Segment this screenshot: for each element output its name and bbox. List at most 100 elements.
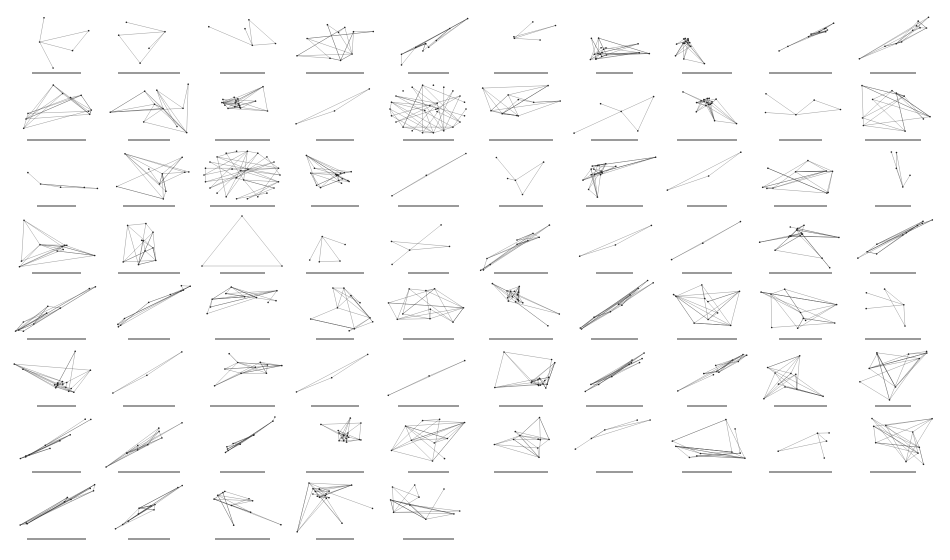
network-node	[699, 452, 702, 455]
network-node	[230, 504, 233, 506]
network-edge	[338, 417, 351, 434]
network-node	[312, 487, 314, 489]
network-edge	[45, 434, 71, 446]
network-node	[343, 171, 346, 174]
network-node	[391, 485, 394, 488]
network-node	[209, 161, 211, 163]
network-node	[275, 299, 277, 302]
network-edge	[875, 442, 919, 454]
network-edge	[39, 244, 67, 245]
network-node	[158, 183, 161, 185]
network-edge	[23, 219, 65, 245]
network-edge	[123, 247, 154, 262]
network-edge	[231, 286, 277, 301]
network-node	[489, 263, 491, 265]
caption-text-mark	[773, 404, 827, 407]
network-edge	[869, 357, 920, 369]
network-node	[267, 301, 269, 304]
network-node	[277, 167, 280, 169]
network-edge	[667, 175, 709, 191]
network-panel	[475, 14, 567, 82]
network-edge	[876, 224, 918, 254]
network-edge	[826, 171, 833, 194]
network-node	[136, 449, 139, 451]
network-edge	[243, 179, 275, 189]
network-edge	[790, 355, 800, 373]
network-edge	[696, 101, 708, 112]
network-node	[649, 419, 651, 421]
network-node	[431, 460, 434, 462]
network-node	[486, 257, 488, 259]
network-edge	[579, 244, 616, 256]
network-node	[903, 304, 905, 306]
network-graph	[574, 419, 651, 450]
network-edge	[594, 174, 598, 198]
network-edge	[138, 223, 147, 265]
network-node	[703, 62, 706, 65]
caption-text-mark	[219, 72, 265, 74]
network-node	[389, 498, 392, 501]
network-node	[274, 416, 276, 418]
panel-caption-mark	[10, 204, 102, 208]
network-node	[796, 228, 798, 231]
network-node	[44, 444, 47, 447]
caption-text-mark	[118, 271, 180, 274]
network-node	[833, 322, 836, 324]
network-edge	[708, 312, 718, 320]
network-node	[181, 484, 183, 486]
network-edge	[73, 369, 91, 392]
network-edge	[779, 46, 788, 52]
network-edge	[704, 298, 718, 314]
network-node	[140, 239, 143, 241]
network-edge	[513, 439, 540, 458]
network-node	[353, 328, 356, 330]
network-node	[637, 287, 639, 290]
network-node	[516, 114, 518, 116]
network-node	[646, 279, 649, 282]
network-node	[64, 243, 66, 246]
network-edge	[513, 25, 556, 37]
network-node	[590, 37, 593, 40]
network-node	[715, 97, 717, 100]
network-edge	[322, 235, 346, 245]
network-node	[672, 293, 675, 296]
network-node	[516, 293, 519, 296]
network-edge	[234, 96, 241, 108]
network-panel	[103, 480, 195, 548]
network-panel	[10, 347, 102, 415]
network-node	[244, 27, 246, 30]
network-node	[274, 42, 277, 45]
caption-text-mark	[128, 138, 170, 141]
network-node	[344, 26, 346, 29]
network-edge	[393, 510, 460, 512]
network-node	[162, 107, 164, 109]
network-node	[435, 39, 438, 42]
network-panel	[568, 347, 660, 415]
network-node	[280, 523, 282, 525]
network-edge	[405, 426, 412, 441]
network-edge	[905, 431, 913, 462]
network-edge	[506, 286, 520, 292]
network-node	[22, 367, 24, 370]
caption-text-mark	[875, 205, 911, 207]
network-node	[905, 460, 907, 463]
network-edge	[434, 438, 448, 444]
network-edge	[912, 431, 919, 454]
network-node	[69, 96, 72, 98]
network-node	[865, 292, 868, 294]
network-graph	[105, 422, 183, 468]
network-edge	[337, 295, 352, 308]
network-panel	[754, 81, 846, 149]
network-node	[885, 424, 887, 427]
network-node	[360, 439, 362, 441]
network-edge	[422, 84, 461, 122]
network-edge	[502, 84, 549, 114]
network-graph	[224, 416, 276, 454]
network-edge	[209, 151, 248, 189]
network-edge	[918, 21, 921, 28]
network-node	[189, 285, 191, 287]
network-node	[320, 423, 322, 426]
network-node	[231, 168, 233, 170]
panel-caption-mark	[568, 138, 660, 142]
network-edge	[319, 488, 373, 509]
